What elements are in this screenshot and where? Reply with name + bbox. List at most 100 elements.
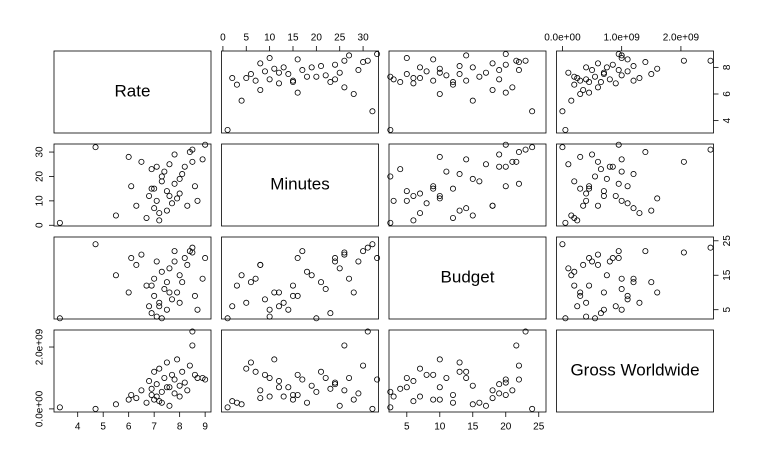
point [410, 378, 417, 385]
point [489, 387, 496, 394]
point [502, 61, 509, 68]
point [615, 180, 622, 187]
point [630, 275, 637, 282]
point [515, 67, 522, 74]
point [496, 151, 503, 158]
x-tick-label: 6 [126, 422, 132, 433]
point [176, 190, 183, 197]
point [417, 393, 424, 400]
point [410, 217, 417, 224]
y-tick-label: 10 [35, 195, 46, 207]
point [502, 183, 509, 190]
point [243, 75, 250, 82]
point [153, 381, 160, 388]
point [586, 185, 593, 192]
point [304, 399, 311, 406]
point [252, 275, 259, 282]
point [285, 306, 292, 313]
point [436, 65, 443, 72]
point [387, 173, 394, 180]
point [169, 200, 176, 207]
point [327, 385, 334, 392]
point [169, 296, 176, 303]
point [146, 378, 153, 385]
point [176, 382, 183, 389]
point [515, 180, 522, 187]
point [606, 163, 613, 170]
point [603, 64, 610, 71]
y-tick-label: 8 [722, 64, 733, 70]
point [577, 185, 584, 192]
point [577, 153, 584, 160]
point [513, 342, 520, 349]
point [163, 306, 170, 313]
point [280, 393, 287, 400]
point [171, 390, 178, 397]
point [410, 80, 417, 87]
point [463, 77, 470, 84]
point [56, 219, 63, 226]
point [522, 328, 529, 335]
point [143, 214, 150, 221]
point [350, 90, 357, 97]
point [138, 387, 145, 394]
point [318, 279, 325, 286]
panel-border [388, 143, 547, 227]
point [369, 241, 376, 248]
point [403, 374, 410, 381]
point [189, 328, 196, 335]
point [496, 67, 503, 74]
point [148, 185, 155, 192]
point [133, 202, 140, 209]
point [169, 371, 176, 378]
point [261, 296, 268, 303]
point [364, 328, 371, 335]
point [243, 365, 250, 372]
point [138, 251, 145, 258]
point [562, 126, 569, 133]
point [153, 258, 160, 265]
point [624, 56, 631, 63]
point [181, 255, 188, 262]
point [289, 396, 296, 403]
point [559, 241, 566, 248]
point [275, 80, 282, 87]
point [158, 178, 165, 185]
point [583, 190, 590, 197]
point [456, 207, 463, 214]
x-tick-label: 1.0e+09 [603, 33, 640, 44]
point [266, 374, 273, 381]
point [341, 84, 348, 91]
point [247, 71, 254, 78]
point [181, 379, 188, 386]
point [174, 356, 181, 363]
point [680, 249, 687, 256]
point [615, 248, 622, 255]
panel-border [556, 143, 714, 227]
point [574, 303, 581, 310]
point [257, 387, 264, 394]
point [151, 275, 158, 282]
point [436, 384, 443, 391]
point [583, 197, 590, 204]
point [176, 393, 183, 400]
point [707, 57, 714, 64]
point [436, 192, 443, 199]
point [589, 151, 596, 158]
point [171, 180, 178, 187]
point [194, 306, 201, 313]
point [151, 205, 158, 212]
point [489, 60, 496, 67]
point [163, 384, 170, 391]
point [449, 185, 456, 192]
point [174, 289, 181, 296]
point [125, 289, 132, 296]
point [289, 391, 296, 398]
point [571, 81, 578, 88]
point [571, 73, 578, 80]
x-tick-label: 8 [177, 422, 183, 433]
point [151, 185, 158, 192]
point [574, 217, 581, 224]
point [360, 362, 367, 369]
point [125, 396, 132, 403]
